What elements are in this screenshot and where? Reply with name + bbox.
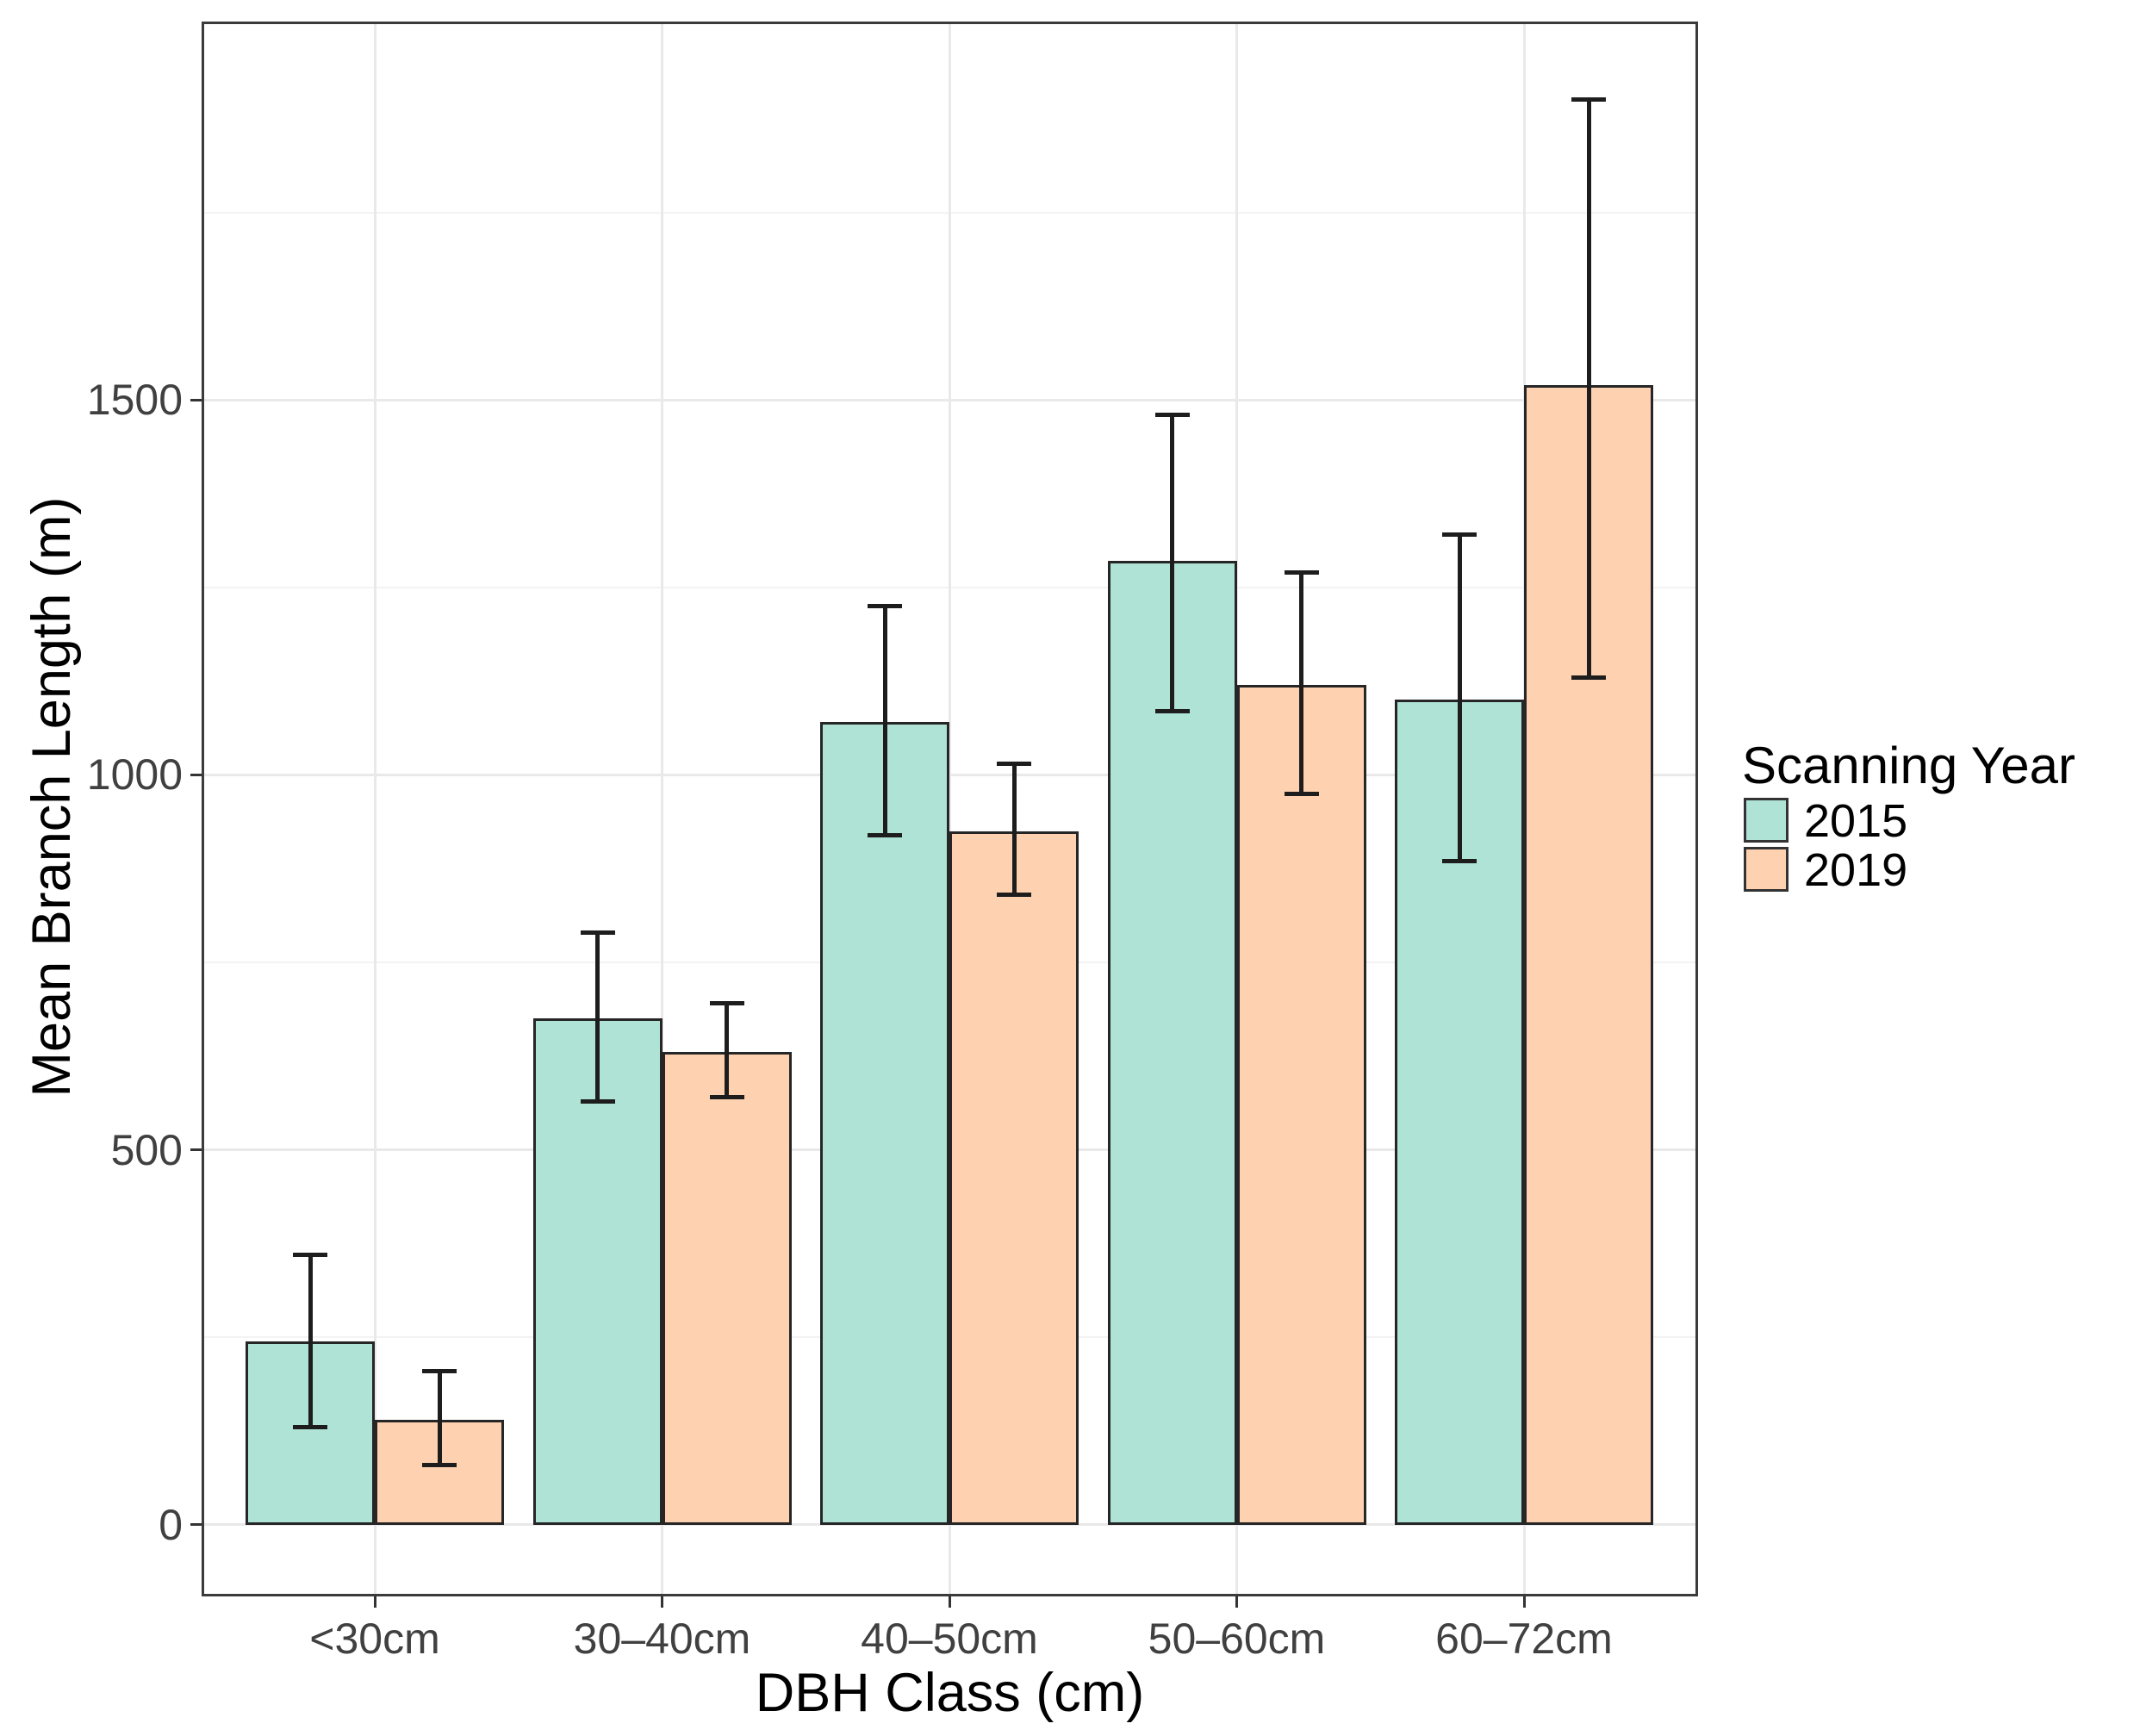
error-bar-cap	[580, 1098, 615, 1104]
error-bar-cap	[997, 893, 1031, 898]
error-bar-cap	[422, 1462, 457, 1467]
legend-swatch	[1744, 798, 1789, 843]
error-bar-cap	[997, 761, 1031, 766]
error-bar-cap	[1571, 97, 1606, 103]
error-bar-cap	[868, 832, 902, 837]
error-bar-cap	[1154, 413, 1190, 418]
error-bar	[1011, 763, 1017, 895]
error-bar-cap	[422, 1368, 457, 1373]
error-bar-cap	[709, 1095, 744, 1100]
bar	[820, 722, 949, 1525]
error-bar	[725, 1003, 729, 1098]
error-bar	[882, 606, 887, 836]
error-bar-cap	[1442, 532, 1477, 538]
error-bar-cap	[1442, 859, 1477, 863]
error-bar	[1170, 414, 1174, 712]
bar	[1236, 684, 1366, 1525]
error-bar-cap	[1284, 791, 1319, 796]
legend-swatch	[1744, 847, 1789, 892]
error-bar-cap	[293, 1253, 327, 1258]
error-bar-cap	[580, 930, 615, 935]
bar	[949, 831, 1079, 1525]
x-axis-title: DBH Class (cm)	[755, 1663, 1145, 1723]
bar	[375, 1420, 504, 1525]
plot-panel	[202, 22, 1698, 1596]
error-bar	[308, 1254, 313, 1428]
gridline-major-v	[661, 24, 663, 1594]
error-bar-cap	[293, 1425, 327, 1430]
error-bar	[595, 932, 600, 1102]
error-bars-layer	[204, 24, 1695, 1594]
error-bar	[437, 1371, 442, 1465]
error-bar	[1299, 572, 1303, 794]
error-bar	[1586, 99, 1591, 678]
bars-layer	[204, 24, 1695, 1594]
error-bar-cap	[868, 604, 902, 609]
error-bar-cap	[1284, 569, 1319, 575]
error-bar	[1457, 534, 1462, 862]
legend-title: Scanning Year	[1742, 737, 2076, 794]
error-bar-cap	[1571, 675, 1606, 680]
legend-item-label: 2019	[1804, 844, 1908, 896]
error-bar-cap	[709, 1001, 744, 1006]
bar	[662, 1052, 792, 1525]
error-bar-cap	[1154, 708, 1190, 713]
legend-item-label: 2015	[1804, 795, 1908, 847]
gridline-major-v	[373, 24, 376, 1594]
gridline-major-v	[948, 24, 951, 1594]
bar	[532, 1018, 663, 1525]
